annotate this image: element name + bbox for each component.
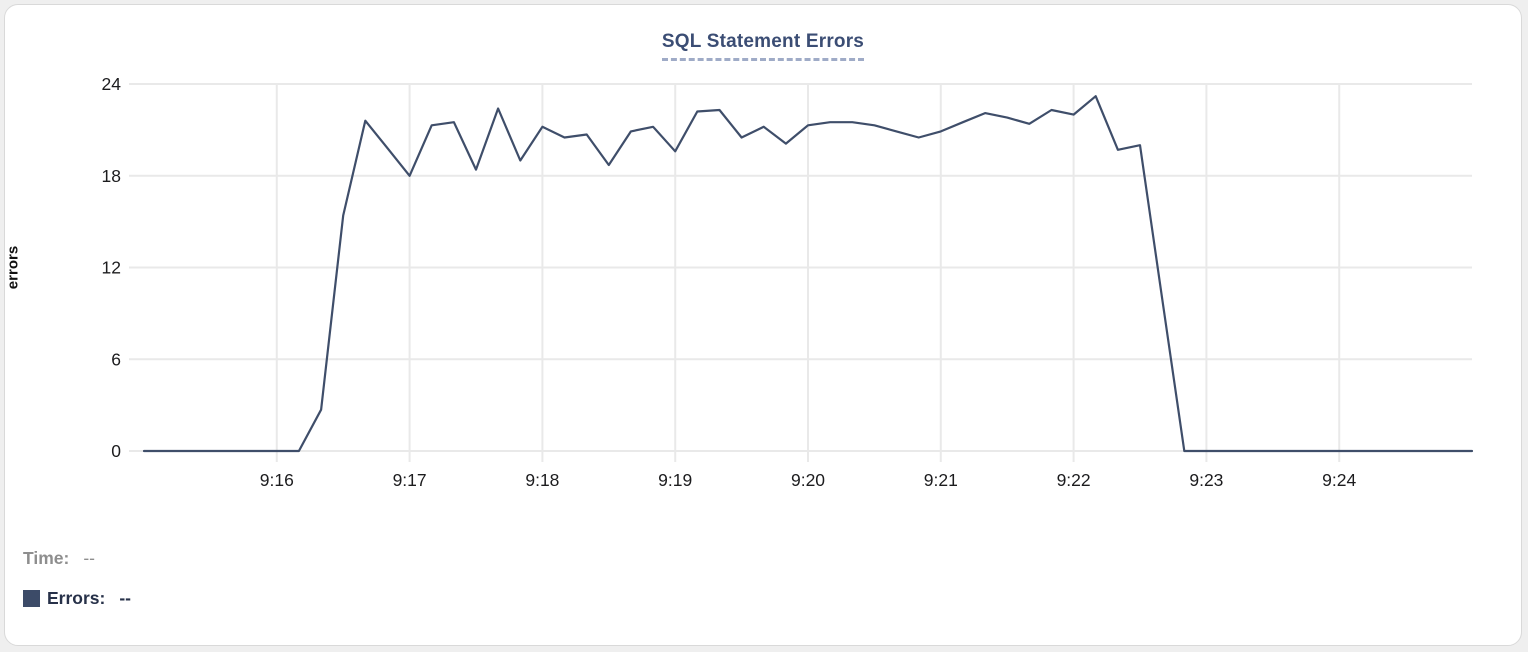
errors-readout-label: Errors: <box>47 588 106 608</box>
y-tick-label: 18 <box>102 166 121 186</box>
tooltip-time-row: Time: -- <box>23 548 95 569</box>
panel-title-wrap: SQL Statement Errors <box>5 31 1521 61</box>
errors-readout-value: -- <box>119 588 132 608</box>
errors-line-series <box>142 95 1474 453</box>
x-tick-label: 9:21 <box>924 470 958 490</box>
x-tick-label: 9:17 <box>393 470 427 490</box>
time-readout-label: Time: <box>23 548 70 568</box>
x-tick-label: 9:23 <box>1189 470 1223 490</box>
x-tick-label: 9:19 <box>658 470 692 490</box>
y-tick-label: 24 <box>102 74 122 94</box>
y-tick-label: 0 <box>111 441 121 461</box>
x-tick-label: 9:24 <box>1322 470 1356 490</box>
time-readout-value: -- <box>83 548 96 568</box>
chart-card: SQL Statement Errors errors 0 6 12 18 24 9:16… <box>4 4 1522 646</box>
chart-svg[interactable]: 0 6 12 18 24 9:16 9:17 9:18 9:19 9:20 9:21 9:22 9:23… <box>5 5 1525 649</box>
x-tick-label: 9:16 <box>260 470 294 490</box>
legend-errors-row[interactable]: Errors: -- <box>23 588 131 609</box>
x-tick-label: 9:18 <box>525 470 559 490</box>
y-tick-label: 12 <box>102 258 121 278</box>
x-tick-label: 9:20 <box>791 470 825 490</box>
panel-title[interactable]: SQL Statement Errors <box>661 31 865 61</box>
x-tick-label: 9:22 <box>1057 470 1091 490</box>
y-tick-label: 6 <box>111 349 121 369</box>
errors-series-swatch-icon <box>23 590 40 607</box>
